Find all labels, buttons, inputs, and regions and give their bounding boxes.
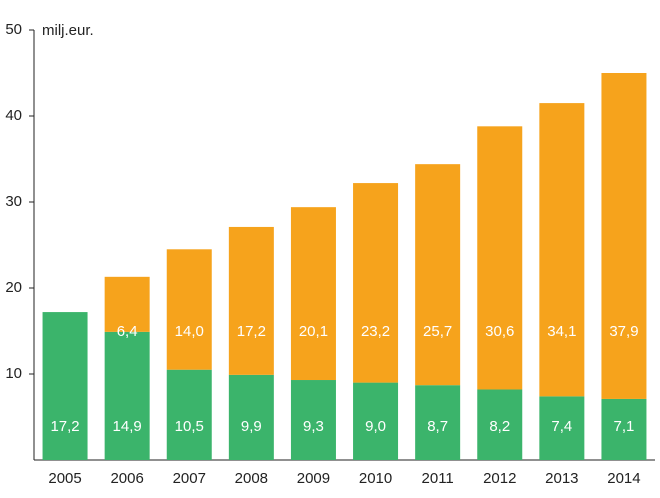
value-label: 9,9 [241, 418, 262, 435]
x-tick-label: 2014 [607, 470, 640, 487]
value-label: 6,4 [117, 323, 138, 340]
bar-segment [104, 331, 150, 460]
value-label: 23,2 [361, 323, 390, 340]
bar-segment [353, 183, 399, 383]
x-tick-label: 2006 [110, 470, 143, 487]
value-label: 9,0 [365, 418, 386, 435]
x-tick-label: 2011 [422, 470, 454, 487]
bar-segment [166, 249, 212, 370]
value-label: 8,7 [427, 418, 448, 435]
bar-segment [415, 385, 461, 460]
value-label: 14,9 [113, 418, 142, 435]
value-label: 34,1 [547, 323, 576, 340]
bar-segment [601, 73, 647, 399]
x-tick-label: 2013 [545, 470, 578, 487]
x-tick-label: 2007 [173, 470, 206, 487]
bar-segment [228, 226, 274, 375]
x-tick-label: 2012 [483, 470, 516, 487]
bar-segment [353, 382, 399, 460]
bar-segment [415, 164, 461, 386]
bar-segment [290, 380, 336, 460]
value-label: 30,6 [485, 323, 514, 340]
value-label: 9,3 [303, 418, 324, 435]
value-label: 10,5 [175, 418, 204, 435]
y-tick-label: 40 [5, 107, 22, 124]
value-label: 37,9 [609, 323, 638, 340]
value-label: 25,7 [423, 323, 452, 340]
bar-segment [42, 312, 88, 460]
x-tick-label: 2009 [297, 470, 330, 487]
bar-segment [166, 369, 212, 460]
value-label: 8,2 [489, 418, 510, 435]
x-tick-label: 2008 [235, 470, 268, 487]
y-tick-label: 10 [5, 365, 22, 382]
bar-segment [228, 374, 274, 460]
value-label: 17,2 [50, 418, 79, 435]
bar-segment [477, 126, 523, 390]
value-label: 20,1 [299, 323, 328, 340]
y-axis-label: milj.eur. [42, 22, 94, 39]
bar-segment [290, 207, 336, 381]
value-label: 7,1 [614, 418, 635, 435]
bar-segment [477, 389, 523, 460]
bar-segment [539, 396, 585, 460]
bar-segment [104, 276, 150, 332]
bar-segment [539, 103, 585, 397]
bar-segment [601, 398, 647, 460]
value-label: 17,2 [237, 323, 266, 340]
value-label: 7,4 [551, 418, 572, 435]
value-label: 14,0 [175, 323, 204, 340]
x-tick-label: 2005 [48, 470, 81, 487]
y-tick-label: 20 [5, 279, 22, 296]
y-tick-label: 50 [5, 21, 22, 38]
x-tick-label: 2010 [359, 470, 392, 487]
y-tick-label: 30 [5, 193, 22, 210]
